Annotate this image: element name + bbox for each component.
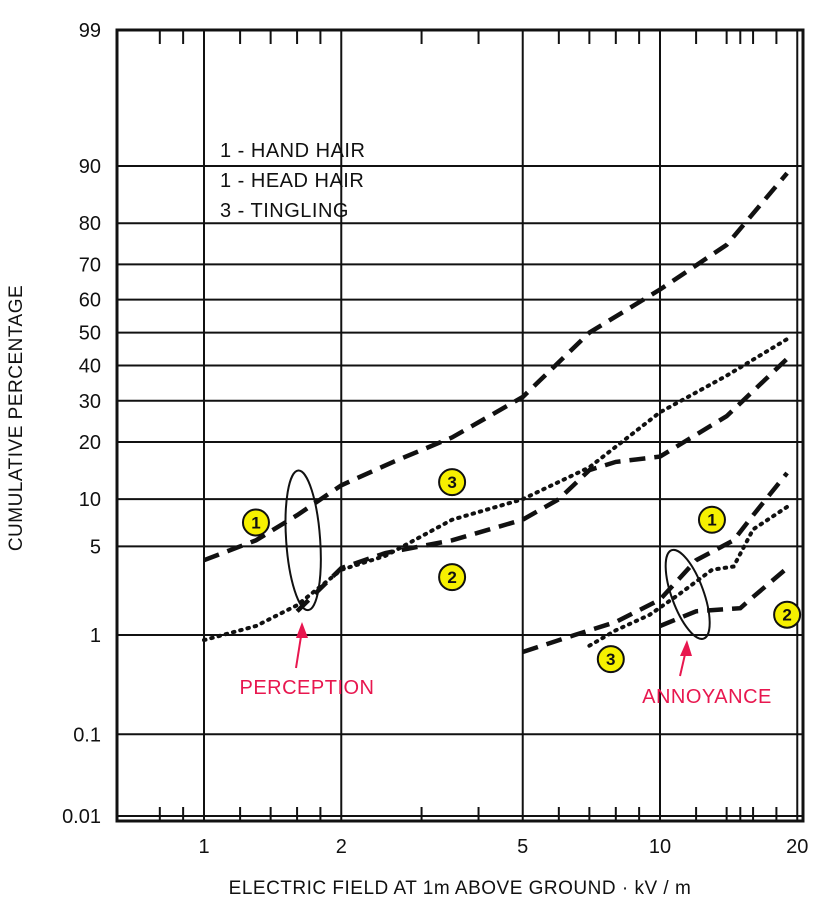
y-tick-labels: 0.01 0.1 1 5 10 20 30 40 50 60 70 80 90 99 — [62, 20, 101, 828]
marker-label-5: 3 — [606, 650, 615, 669]
series-line-annoyance-2-4 — [659, 566, 789, 629]
marker-label-2: 3 — [447, 473, 456, 492]
data-series — [202, 171, 790, 655]
y-tick-label-2: 1 — [90, 625, 101, 647]
y-tick-label-12: 90 — [79, 156, 101, 178]
annoyance-label: ANNOYANCE — [642, 686, 772, 708]
y-tick-label-13: 99 — [79, 20, 101, 42]
x-tick-label-4: 20 — [786, 836, 808, 858]
series-line-perception-1-0 — [203, 171, 789, 563]
marker-circle-3 — [697, 505, 726, 534]
marker-circle-2 — [438, 468, 467, 497]
y-tick-label-0: 0.01 — [62, 806, 101, 828]
marker-label-4: 2 — [782, 606, 791, 625]
annoyance-ellipse — [664, 548, 711, 640]
plot-frame — [115, 28, 805, 823]
series-markers: 1 2 3 1 2 3 — [241, 468, 802, 674]
y-tick-label-7: 40 — [79, 356, 101, 378]
y-tick-label-9: 60 — [79, 290, 101, 312]
group-ellipses — [284, 469, 711, 640]
x-tick-label-3: 10 — [649, 836, 671, 858]
series-line-perception-3-2 — [202, 337, 790, 643]
perception-label: PERCEPTION — [239, 677, 374, 699]
y-tick-label-4: 10 — [79, 489, 101, 511]
marker-circle-4 — [773, 600, 802, 629]
y-axis-title: CUMULATIVE PERCENTAGE — [6, 285, 27, 551]
marker-3-2: 3 — [438, 468, 467, 497]
y-tick-label-10: 70 — [79, 254, 101, 276]
annoyance-annotation: ANNOYANCE — [642, 640, 772, 708]
marker-2-4: 2 — [773, 600, 802, 629]
marker-label-3: 1 — [707, 511, 716, 530]
series-line-annoyance-3-5 — [587, 504, 790, 648]
x-tick-label-2: 5 — [517, 836, 528, 858]
marker-3-5: 3 — [596, 645, 625, 674]
marker-label-1: 2 — [447, 568, 456, 587]
marker-1-0: 1 — [241, 508, 270, 537]
perception-ellipse — [284, 469, 322, 612]
marker-2-1: 2 — [438, 563, 467, 592]
y-tick-label-3: 5 — [90, 536, 101, 558]
x-tick-label-1: 2 — [336, 836, 347, 858]
series-line-annoyance-1-3 — [522, 471, 789, 655]
y-tick-label-6: 30 — [79, 391, 101, 413]
marker-circle-1 — [438, 563, 467, 592]
x-axis-title: ELECTRIC FIELD AT 1m ABOVE GROUND · kV /… — [229, 878, 692, 899]
grid-lines — [117, 30, 803, 821]
legend-entry-1: 1 - HAND HAIR — [220, 140, 365, 162]
y-tick-label-11: 80 — [79, 213, 101, 235]
marker-circle-5 — [596, 645, 625, 674]
marker-circle-0 — [241, 508, 270, 537]
minor-ticks — [158, 30, 778, 821]
perception-annotation: PERCEPTION — [239, 622, 374, 699]
legend: 1 - HAND HAIR 1 - HEAD HAIR 3 - TINGLING — [220, 140, 365, 222]
legend-entry-3: 3 - TINGLING — [220, 200, 349, 222]
y-tick-label-8: 50 — [79, 323, 101, 345]
marker-1-3: 1 — [697, 505, 726, 534]
legend-entry-2: 1 - HEAD HAIR — [220, 170, 364, 192]
x-tick-label-0: 1 — [198, 836, 209, 858]
marker-label-0: 1 — [251, 514, 260, 533]
x-tick-labels: 1 2 5 10 20 — [198, 836, 808, 858]
perception-arrowhead-icon — [296, 622, 308, 638]
y-tick-label-1: 0.1 — [73, 724, 101, 746]
annoyance-arrowhead-icon — [680, 640, 692, 656]
series-line-perception-2-1 — [295, 357, 789, 613]
y-tick-label-5: 20 — [79, 432, 101, 454]
